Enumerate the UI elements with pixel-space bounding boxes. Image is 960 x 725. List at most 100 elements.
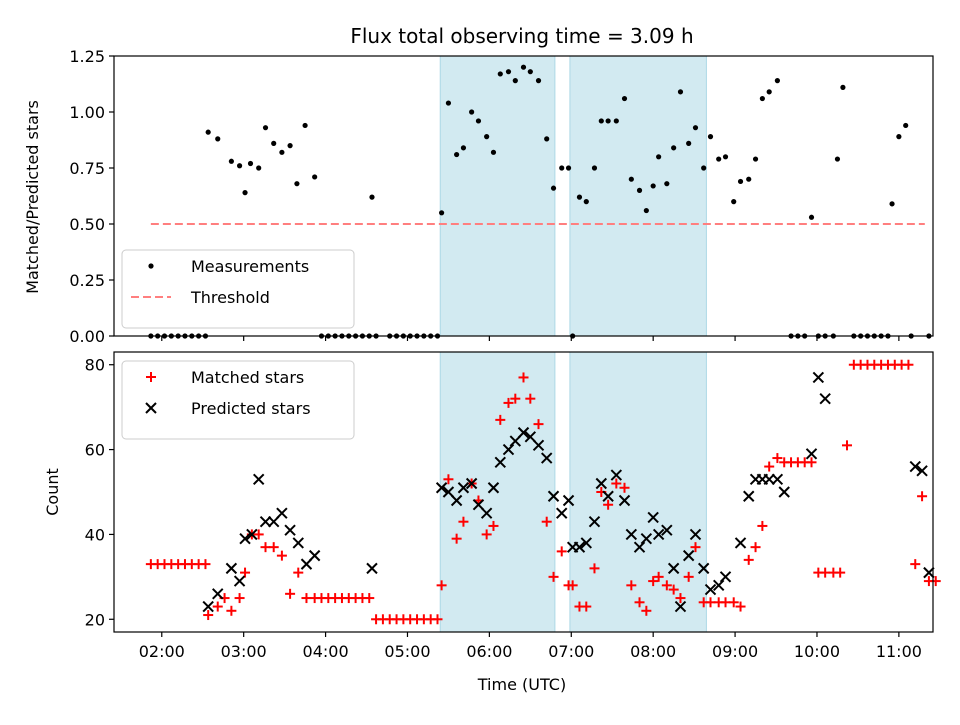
- top-y-tick-label: 1.00: [69, 103, 105, 122]
- data-point: [722, 154, 729, 160]
- data-point: [517, 426, 530, 439]
- data-point-b: [435, 482, 448, 494]
- data-point: [233, 575, 246, 587]
- data-point: [247, 160, 254, 167]
- data-point: [503, 397, 514, 408]
- data-point: [598, 118, 604, 124]
- top-axes-frame: [113, 55, 934, 337]
- data-point-b: [667, 562, 680, 575]
- data-point: [707, 134, 714, 140]
- data-point: [808, 214, 815, 220]
- data-point-b: [819, 392, 831, 405]
- data-point-b: [916, 465, 928, 477]
- top-y-tick-label: 0.25: [69, 271, 105, 290]
- data-point: [454, 151, 460, 158]
- data-point-b: [465, 477, 478, 490]
- data-point: [212, 601, 223, 612]
- data-point: [835, 567, 846, 578]
- data-point-b: [674, 600, 687, 613]
- data-point: [308, 549, 321, 562]
- data-point: [490, 149, 497, 155]
- legend-marker: [146, 372, 156, 382]
- data-point: [292, 537, 304, 549]
- data-point-b: [689, 528, 702, 541]
- data-point: [675, 593, 686, 604]
- data-point: [595, 477, 608, 490]
- data-point: [625, 528, 638, 541]
- data-point: [667, 562, 680, 575]
- data-point: [689, 528, 702, 541]
- legend-marker: [148, 263, 154, 269]
- data-point: [535, 78, 542, 84]
- data-point-b: [202, 600, 214, 613]
- data-point: [293, 567, 304, 578]
- data-point: [212, 588, 224, 600]
- x-axis-label: Time (UTC): [477, 675, 566, 694]
- data-point: [226, 605, 237, 616]
- data-point: [692, 125, 699, 131]
- legend-marker-b: [145, 402, 157, 414]
- data-point: [366, 562, 378, 575]
- data-point-b: [450, 494, 463, 507]
- data-point: [550, 185, 557, 191]
- data-point: [242, 190, 248, 196]
- data-point: [903, 359, 914, 370]
- data-point: [712, 579, 725, 592]
- x-tick-label: 08:00: [630, 642, 676, 661]
- data-point: [432, 614, 443, 625]
- data-point-b: [610, 469, 623, 481]
- data-point: [435, 482, 448, 494]
- data-point: [633, 541, 646, 553]
- data-point-b: [812, 371, 825, 384]
- top-shaded-interval: [569, 55, 707, 337]
- data-point: [302, 122, 308, 129]
- x-tick-label: 10:00: [794, 642, 840, 661]
- data-point: [487, 482, 500, 494]
- data-point: [240, 567, 251, 578]
- data-point-b: [618, 494, 631, 507]
- bottom-y-tick-label: 80: [85, 356, 105, 375]
- data-point: [752, 156, 759, 162]
- data-point-b: [562, 494, 575, 507]
- data-point: [559, 165, 565, 171]
- top-y-tick-label: 0.00: [69, 327, 105, 346]
- x-tick-label: 02:00: [139, 642, 185, 661]
- data-point-b: [239, 532, 251, 545]
- data-point: [567, 580, 578, 591]
- data-point: [591, 165, 598, 171]
- data-point: [520, 64, 527, 70]
- data-point: [683, 571, 694, 582]
- data-point: [621, 95, 628, 102]
- top-y-tick-label: 1.25: [69, 47, 105, 66]
- data-point-b: [719, 571, 732, 583]
- data-point-b: [556, 507, 568, 519]
- data-point: [225, 562, 238, 575]
- data-point-b: [246, 528, 258, 541]
- data-point: [653, 571, 664, 582]
- data-point: [743, 490, 755, 502]
- data-point: [276, 550, 287, 561]
- data-point-b: [704, 583, 717, 596]
- data-point: [806, 457, 817, 468]
- data-point: [664, 181, 670, 187]
- data-point: [573, 541, 586, 553]
- data-point: [611, 478, 622, 489]
- data-point: [287, 143, 293, 149]
- data-point: [682, 549, 695, 562]
- data-point: [581, 601, 592, 612]
- data-point: [605, 118, 611, 124]
- data-point: [495, 414, 506, 425]
- bottom-y-axis-label: Count: [43, 468, 62, 516]
- data-point-b: [300, 558, 313, 570]
- data-point: [457, 482, 470, 494]
- data-point: [228, 158, 234, 164]
- x-tick-label: 11:00: [876, 642, 922, 661]
- data-point-b: [457, 482, 470, 494]
- data-point: [443, 474, 454, 485]
- data-point: [634, 597, 645, 608]
- data-point-b: [212, 588, 224, 600]
- data-point-b: [494, 456, 507, 469]
- data-point-b: [771, 473, 784, 485]
